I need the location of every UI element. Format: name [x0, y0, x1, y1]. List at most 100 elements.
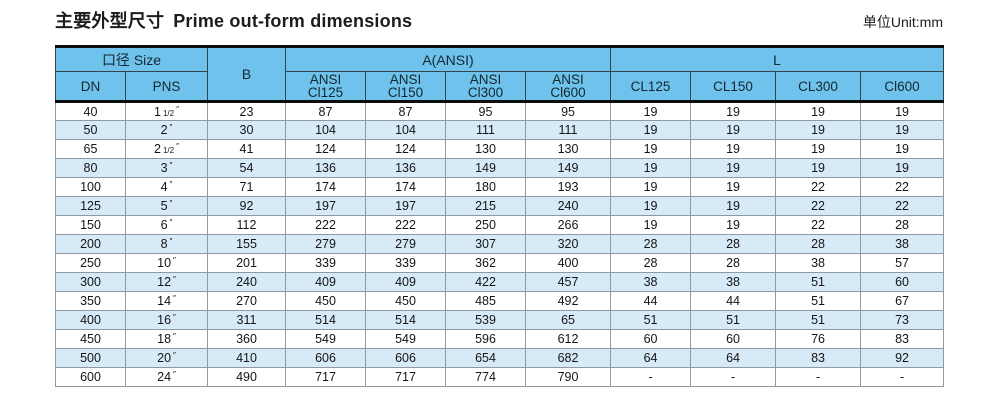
page-title: 主要外型尺寸 Prime out-form dimensions: [55, 7, 412, 33]
cell-a-cl150: 174: [365, 177, 446, 197]
header-l-cl600: Cl600: [860, 71, 945, 102]
cell-a-cl300: 654: [445, 348, 526, 368]
inch-mark: ″: [173, 370, 176, 379]
cell-l-cl600: 19: [860, 158, 945, 178]
pns-value: 18: [157, 332, 172, 346]
inch-mark: ″: [173, 294, 176, 303]
cell-b: 112: [207, 215, 286, 235]
header-group-row: 口径 Size B A(ANSI) L: [55, 46, 945, 102]
cell-l-cl150: 19: [690, 101, 777, 121]
cell-l-cl300: 19: [775, 120, 862, 140]
cell-a-cl125: 222: [285, 215, 366, 235]
cell-l-cl125: 19: [610, 120, 692, 140]
pns-fraction: 1/2: [162, 146, 175, 155]
cell-b: 54: [207, 158, 286, 178]
cell-a-cl125: 717: [285, 367, 366, 387]
cell-l-cl600: 60: [860, 272, 945, 292]
cell-a-cl600: 457: [524, 272, 612, 292]
cell-a-cl600: 193: [524, 177, 612, 197]
cell-dn: 50: [55, 120, 126, 140]
cell-a-cl600: 130: [524, 139, 612, 159]
cell-a-cl150: 87: [365, 101, 446, 121]
cell-a-cl125: 549: [285, 329, 366, 349]
cell-pns: 2 ″: [125, 120, 208, 140]
pns-value: 5: [160, 199, 168, 213]
cell-pns: 14 ″: [125, 291, 208, 311]
cell-a-cl300: 596: [445, 329, 526, 349]
cell-pns: 18 ″: [125, 329, 208, 349]
cell-a-cl300: 215: [445, 196, 526, 216]
cell-a-cl150: 606: [365, 348, 446, 368]
cell-a-cl300: 539: [445, 310, 526, 330]
dimensions-table: 口径 Size B A(ANSI) L DN PNS ANSI Cl125 AN…: [55, 45, 945, 387]
cell-b: 270: [207, 291, 286, 311]
table-row: 400 16 ″ 311 514 514 539 65 51 51 51 73: [55, 310, 945, 330]
table-row: 500 20 ″ 410 606 606 654 682 64 64 83 92: [55, 348, 945, 368]
inch-mark: ″: [173, 313, 176, 322]
cell-a-cl600: 320: [524, 234, 612, 254]
header-ansi-cl600-line1: ANSI: [552, 72, 584, 87]
cell-dn: 125: [55, 196, 126, 216]
cell-l-cl600: 83: [860, 329, 945, 349]
cell-a-cl125: 450: [285, 291, 366, 311]
cell-dn: 200: [55, 234, 126, 254]
cell-l-cl300: 83: [775, 348, 862, 368]
inch-mark: ″: [169, 199, 173, 208]
cell-a-cl300: 774: [445, 367, 526, 387]
cell-pns: 8 ″: [125, 234, 208, 254]
inch-mark: ″: [173, 351, 176, 360]
table-row: 40 1 1/2 ″ 23 87 87 95 95 19 19 19 19: [55, 101, 945, 121]
pns-value: 24: [157, 370, 172, 384]
header-sub-row: DN PNS ANSI Cl125 ANSI Cl150 ANSI Cl300 …: [55, 71, 945, 102]
inch-mark: ″: [169, 161, 173, 170]
header-ansi-cl125: ANSI Cl125: [285, 71, 366, 102]
table-row: 600 24 ″ 490 717 717 774 790- - - -: [55, 367, 945, 387]
header-l-cl300: CL300: [775, 71, 862, 102]
cell-a-cl150: 279: [365, 234, 446, 254]
cell-b: 41: [207, 139, 286, 159]
cell-a-cl150: 136: [365, 158, 446, 178]
header-pns: PNS: [125, 71, 208, 102]
cell-a-cl600: 612: [524, 329, 612, 349]
pns-value: 14: [157, 294, 172, 308]
cell-dn: 300: [55, 272, 126, 292]
cell-l-cl150: 28: [690, 253, 777, 273]
cell-a-cl300: 307: [445, 234, 526, 254]
inch-mark: ″: [169, 180, 173, 189]
cell-a-cl150: 339: [365, 253, 446, 273]
cell-a-cl125: 409: [285, 272, 366, 292]
cell-a-cl125: 339: [285, 253, 366, 273]
cell-a-cl150: 104: [365, 120, 446, 140]
pns-value: 2: [154, 142, 161, 156]
cell-l-cl150: 28: [690, 234, 777, 254]
cell-l-cl300: 22: [775, 196, 862, 216]
cell-a-cl300: 422: [445, 272, 526, 292]
cell-l-cl600: 22: [860, 196, 945, 216]
table-row: 450 18 ″ 360 549 549 596 612 60 60 76 83: [55, 329, 945, 349]
cell-l-cl600: 28: [860, 215, 945, 235]
cell-a-cl125: 87: [285, 101, 366, 121]
cell-l-cl150: -: [690, 367, 777, 387]
cell-l-cl300: 19: [775, 139, 862, 159]
table-row: 150 6 ″ 112 222 222 250 266 19 19 22 28: [55, 215, 945, 235]
cell-pns: 5 ″: [125, 196, 208, 216]
cell-a-cl600: 266: [524, 215, 612, 235]
cell-pns: 3 ″: [125, 158, 208, 178]
inch-mark: ″: [176, 104, 179, 114]
table-row: 65 2 1/2 ″ 41 124 124 130 130 19 19 19 19: [55, 139, 945, 159]
cell-a-cl600: 682: [524, 348, 612, 368]
pns-value: 16: [157, 313, 172, 327]
cell-dn: 250: [55, 253, 126, 273]
cell-l-cl600: 57: [860, 253, 945, 273]
cell-a-cl125: 174: [285, 177, 366, 197]
cell-b: 360: [207, 329, 286, 349]
header-l-group: L: [610, 46, 945, 72]
cell-l-cl125: 19: [610, 196, 692, 216]
pns-value: 3: [160, 161, 168, 175]
cell-dn: 350: [55, 291, 126, 311]
page-title-en: Prime out-form dimensions: [173, 11, 413, 31]
cell-l-cl300: 51: [775, 272, 862, 292]
cell-l-cl600: 22: [860, 177, 945, 197]
cell-a-cl300: 130: [445, 139, 526, 159]
